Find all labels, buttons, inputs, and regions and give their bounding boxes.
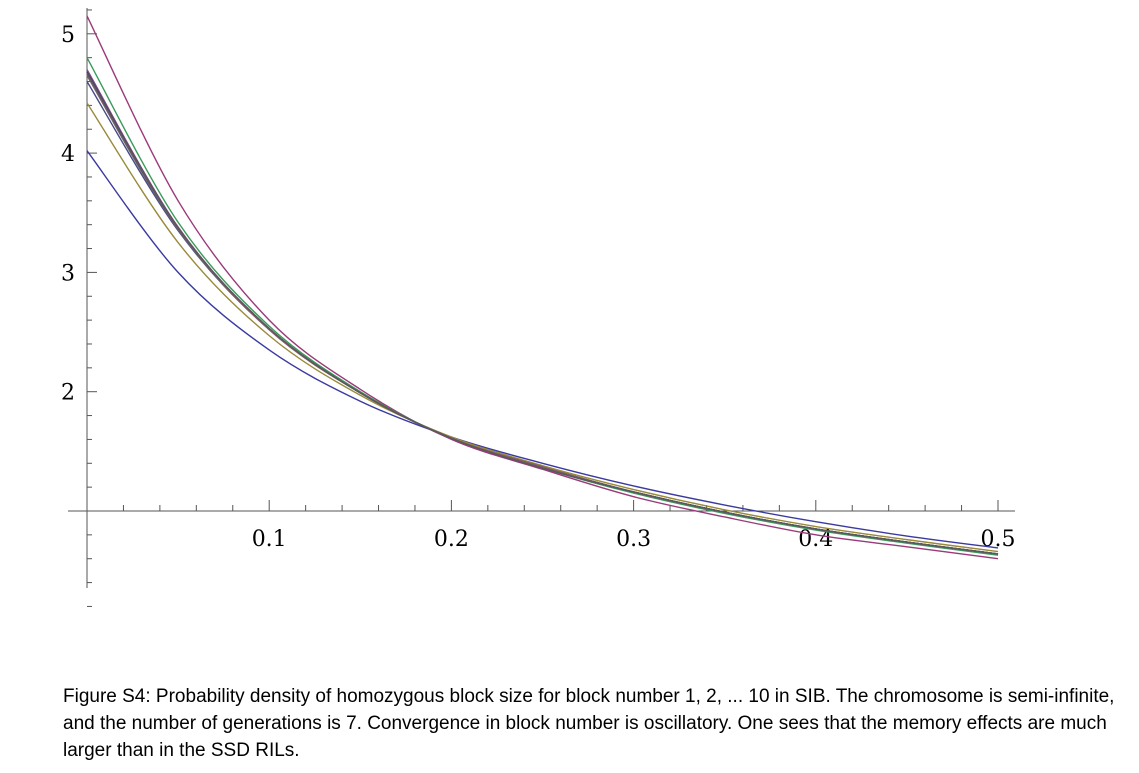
x-tick-label: 0.1	[252, 527, 287, 552]
x-tick-label: 0.2	[434, 527, 469, 552]
series-line-5	[86, 81, 999, 555]
series-line-6	[86, 69, 999, 555]
x-tick-label: 0.5	[981, 527, 1016, 552]
series-line-10	[86, 72, 999, 555]
x-tick-label: 0.3	[616, 527, 651, 552]
figure-caption: Figure S4: Probability density of homozy…	[63, 686, 1115, 761]
series-line-8	[86, 71, 999, 555]
y-tick-label: 2	[61, 381, 75, 406]
series-line-1	[86, 150, 999, 549]
y-tick-label: 3	[61, 261, 75, 286]
y-tick-label: 5	[61, 23, 75, 48]
series-line-3	[86, 102, 999, 553]
series-line-4	[86, 57, 999, 556]
y-tick-label: 4	[61, 142, 75, 167]
series-line-9	[86, 74, 999, 555]
series-lines	[86, 15, 999, 560]
y-axis-ticks: 2 3 4 5	[61, 9, 97, 607]
series-line-2	[86, 15, 999, 560]
